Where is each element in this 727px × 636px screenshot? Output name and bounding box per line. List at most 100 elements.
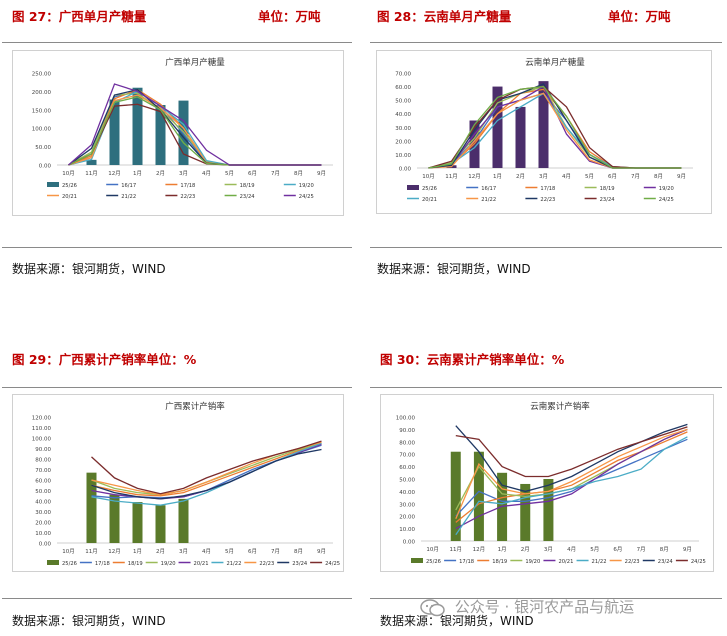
y-tick-label: 100.00 xyxy=(396,416,416,422)
x-tick-label: 1月 xyxy=(133,548,142,555)
legend-swatch-25/26 xyxy=(47,182,59,187)
bar-25/26 xyxy=(515,106,526,168)
y-tick-label: 60.00 xyxy=(35,479,51,485)
series-line-21/22 xyxy=(428,92,682,169)
series-line-23/24 xyxy=(91,448,322,500)
x-tick-label: 4月 xyxy=(202,170,211,177)
figure-28-source: 数据来源：银河期货，WIND xyxy=(377,262,531,276)
x-tick-label: 2月 xyxy=(521,546,530,553)
series-line-17/18 xyxy=(455,438,688,517)
series-line-24/25 xyxy=(428,85,682,169)
series-line-18/19 xyxy=(428,85,682,169)
x-tick-label: 11月 xyxy=(85,548,98,555)
series-line-21/22 xyxy=(91,442,322,506)
x-tick-label: 9月 xyxy=(317,170,326,177)
legend-label-17/18: 17/18 xyxy=(95,561,110,567)
x-tick-label: 1月 xyxy=(498,546,507,553)
legend-label-17/18: 17/18 xyxy=(540,186,555,192)
series-line-18/19 xyxy=(91,442,322,497)
x-tick-label: 3月 xyxy=(179,548,188,555)
figure-29-top-rule xyxy=(2,387,352,388)
x-tick-label: 8月 xyxy=(660,546,669,553)
y-tick-label: 50.00 xyxy=(35,489,51,495)
legend-label-17/18: 17/18 xyxy=(459,559,474,565)
legend-label-23/24: 23/24 xyxy=(658,559,674,565)
y-tick-label: 90.00 xyxy=(35,447,51,453)
x-tick-label: 5月 xyxy=(590,546,599,553)
x-tick-label: 1月 xyxy=(493,173,502,180)
y-tick-label: 250.00 xyxy=(32,72,52,78)
x-tick-label: 8月 xyxy=(294,548,303,555)
y-tick-label: 120.00 xyxy=(32,416,52,422)
figure-28-unit: 单位：万吨 xyxy=(608,9,671,24)
x-tick-label: 4月 xyxy=(567,546,576,553)
y-tick-label: 10.00 xyxy=(395,153,411,159)
figure-30-title: 图 30：云南累计产销率单位：% xyxy=(380,352,565,367)
y-tick-label: 100.00 xyxy=(32,127,52,133)
bar-25/26 xyxy=(543,479,554,541)
x-tick-label: 2月 xyxy=(516,173,525,180)
y-tick-label: 50.00 xyxy=(35,145,51,151)
y-tick-label: 60.00 xyxy=(395,85,411,91)
legend-label-18/19: 18/19 xyxy=(128,561,143,567)
x-tick-label: 8月 xyxy=(654,173,663,180)
chart-title: 云南单月产糖量 xyxy=(525,57,585,68)
bar-25/26 xyxy=(155,505,166,543)
legend-label-22/23: 22/23 xyxy=(540,197,555,203)
y-tick-label: 20.00 xyxy=(395,139,411,145)
figure-27-bottom-rule xyxy=(2,247,352,248)
legend-label-20/21: 20/21 xyxy=(558,559,573,565)
figure-27-top-rule xyxy=(2,42,352,43)
y-tick-label: 40.00 xyxy=(395,112,411,118)
figure-27-title: 图 27：广西单月产糖量 xyxy=(12,9,147,24)
x-tick-label: 12月 xyxy=(468,173,481,180)
y-tick-label: 200.00 xyxy=(32,90,52,96)
y-tick-label: 40.00 xyxy=(35,500,51,506)
x-tick-label: 10月 xyxy=(62,548,75,555)
legend-label-19/20: 19/20 xyxy=(299,183,314,189)
figure-27-unit: 单位：万吨 xyxy=(258,9,321,24)
legend-label-16/17: 16/17 xyxy=(481,186,496,192)
figure-29-title: 图 29：广西累计产销率单位：% xyxy=(12,352,197,367)
y-tick-label: 150.00 xyxy=(32,108,52,114)
series-line-18/19 xyxy=(455,431,688,523)
legend-label-24/25: 24/25 xyxy=(299,194,314,200)
x-tick-label: 12月 xyxy=(108,170,121,177)
x-tick-label: 11月 xyxy=(85,170,98,177)
legend-label-22/23: 22/23 xyxy=(625,559,640,565)
legend-label-19/20: 19/20 xyxy=(161,561,176,567)
y-tick-label: 0.00 xyxy=(399,167,412,173)
bar-25/26 xyxy=(492,86,503,168)
x-tick-label: 3月 xyxy=(539,173,548,180)
chart-panel-yn-output: 云南单月产糖量 0.00 10.00 20.00 30.00 40.00 50.00 60.0… xyxy=(376,50,712,214)
legend-label-20/21: 20/21 xyxy=(194,561,209,567)
legend-label-17/18: 17/18 xyxy=(180,183,195,189)
x-tick-label: 6月 xyxy=(613,546,622,553)
legend-label-24/25: 24/25 xyxy=(325,561,340,567)
legend-swatch-25/26 xyxy=(47,560,59,565)
bar-25/26 xyxy=(178,498,189,543)
y-tick-label: 90.00 xyxy=(399,428,415,434)
legend-label-21/22: 21/22 xyxy=(592,559,607,565)
series-line-21/22 xyxy=(455,436,688,536)
series-line-19/20 xyxy=(428,85,682,169)
x-tick-label: 4月 xyxy=(562,173,571,180)
legend-label-18/19: 18/19 xyxy=(492,559,507,565)
x-tick-label: 6月 xyxy=(248,170,257,177)
legend-swatch-25/26 xyxy=(407,185,419,190)
bar-25/26 xyxy=(132,502,143,543)
x-tick-label: 5月 xyxy=(585,173,594,180)
series-line-22/23 xyxy=(91,441,322,496)
legend-label-24/25: 24/25 xyxy=(659,197,674,203)
legend-label-23/24: 23/24 xyxy=(240,194,256,200)
legend-label-19/20: 19/20 xyxy=(659,186,674,192)
chart-gx-ratio: 广西累计产销率 0.00 10.00 20.00 30.00 40.00 50.00 60.0… xyxy=(32,401,340,567)
legend-label-24/25: 24/25 xyxy=(691,559,706,565)
series-line-20/21 xyxy=(455,428,688,530)
x-tick-label: 9月 xyxy=(683,546,692,553)
x-tick-label: 7月 xyxy=(637,546,646,553)
figure-30-source: 数据来源：银河期货，WIND xyxy=(380,614,534,628)
x-tick-label: 6月 xyxy=(248,548,257,555)
y-tick-label: 10.00 xyxy=(399,527,415,533)
legend-label-21/22: 21/22 xyxy=(226,561,241,567)
